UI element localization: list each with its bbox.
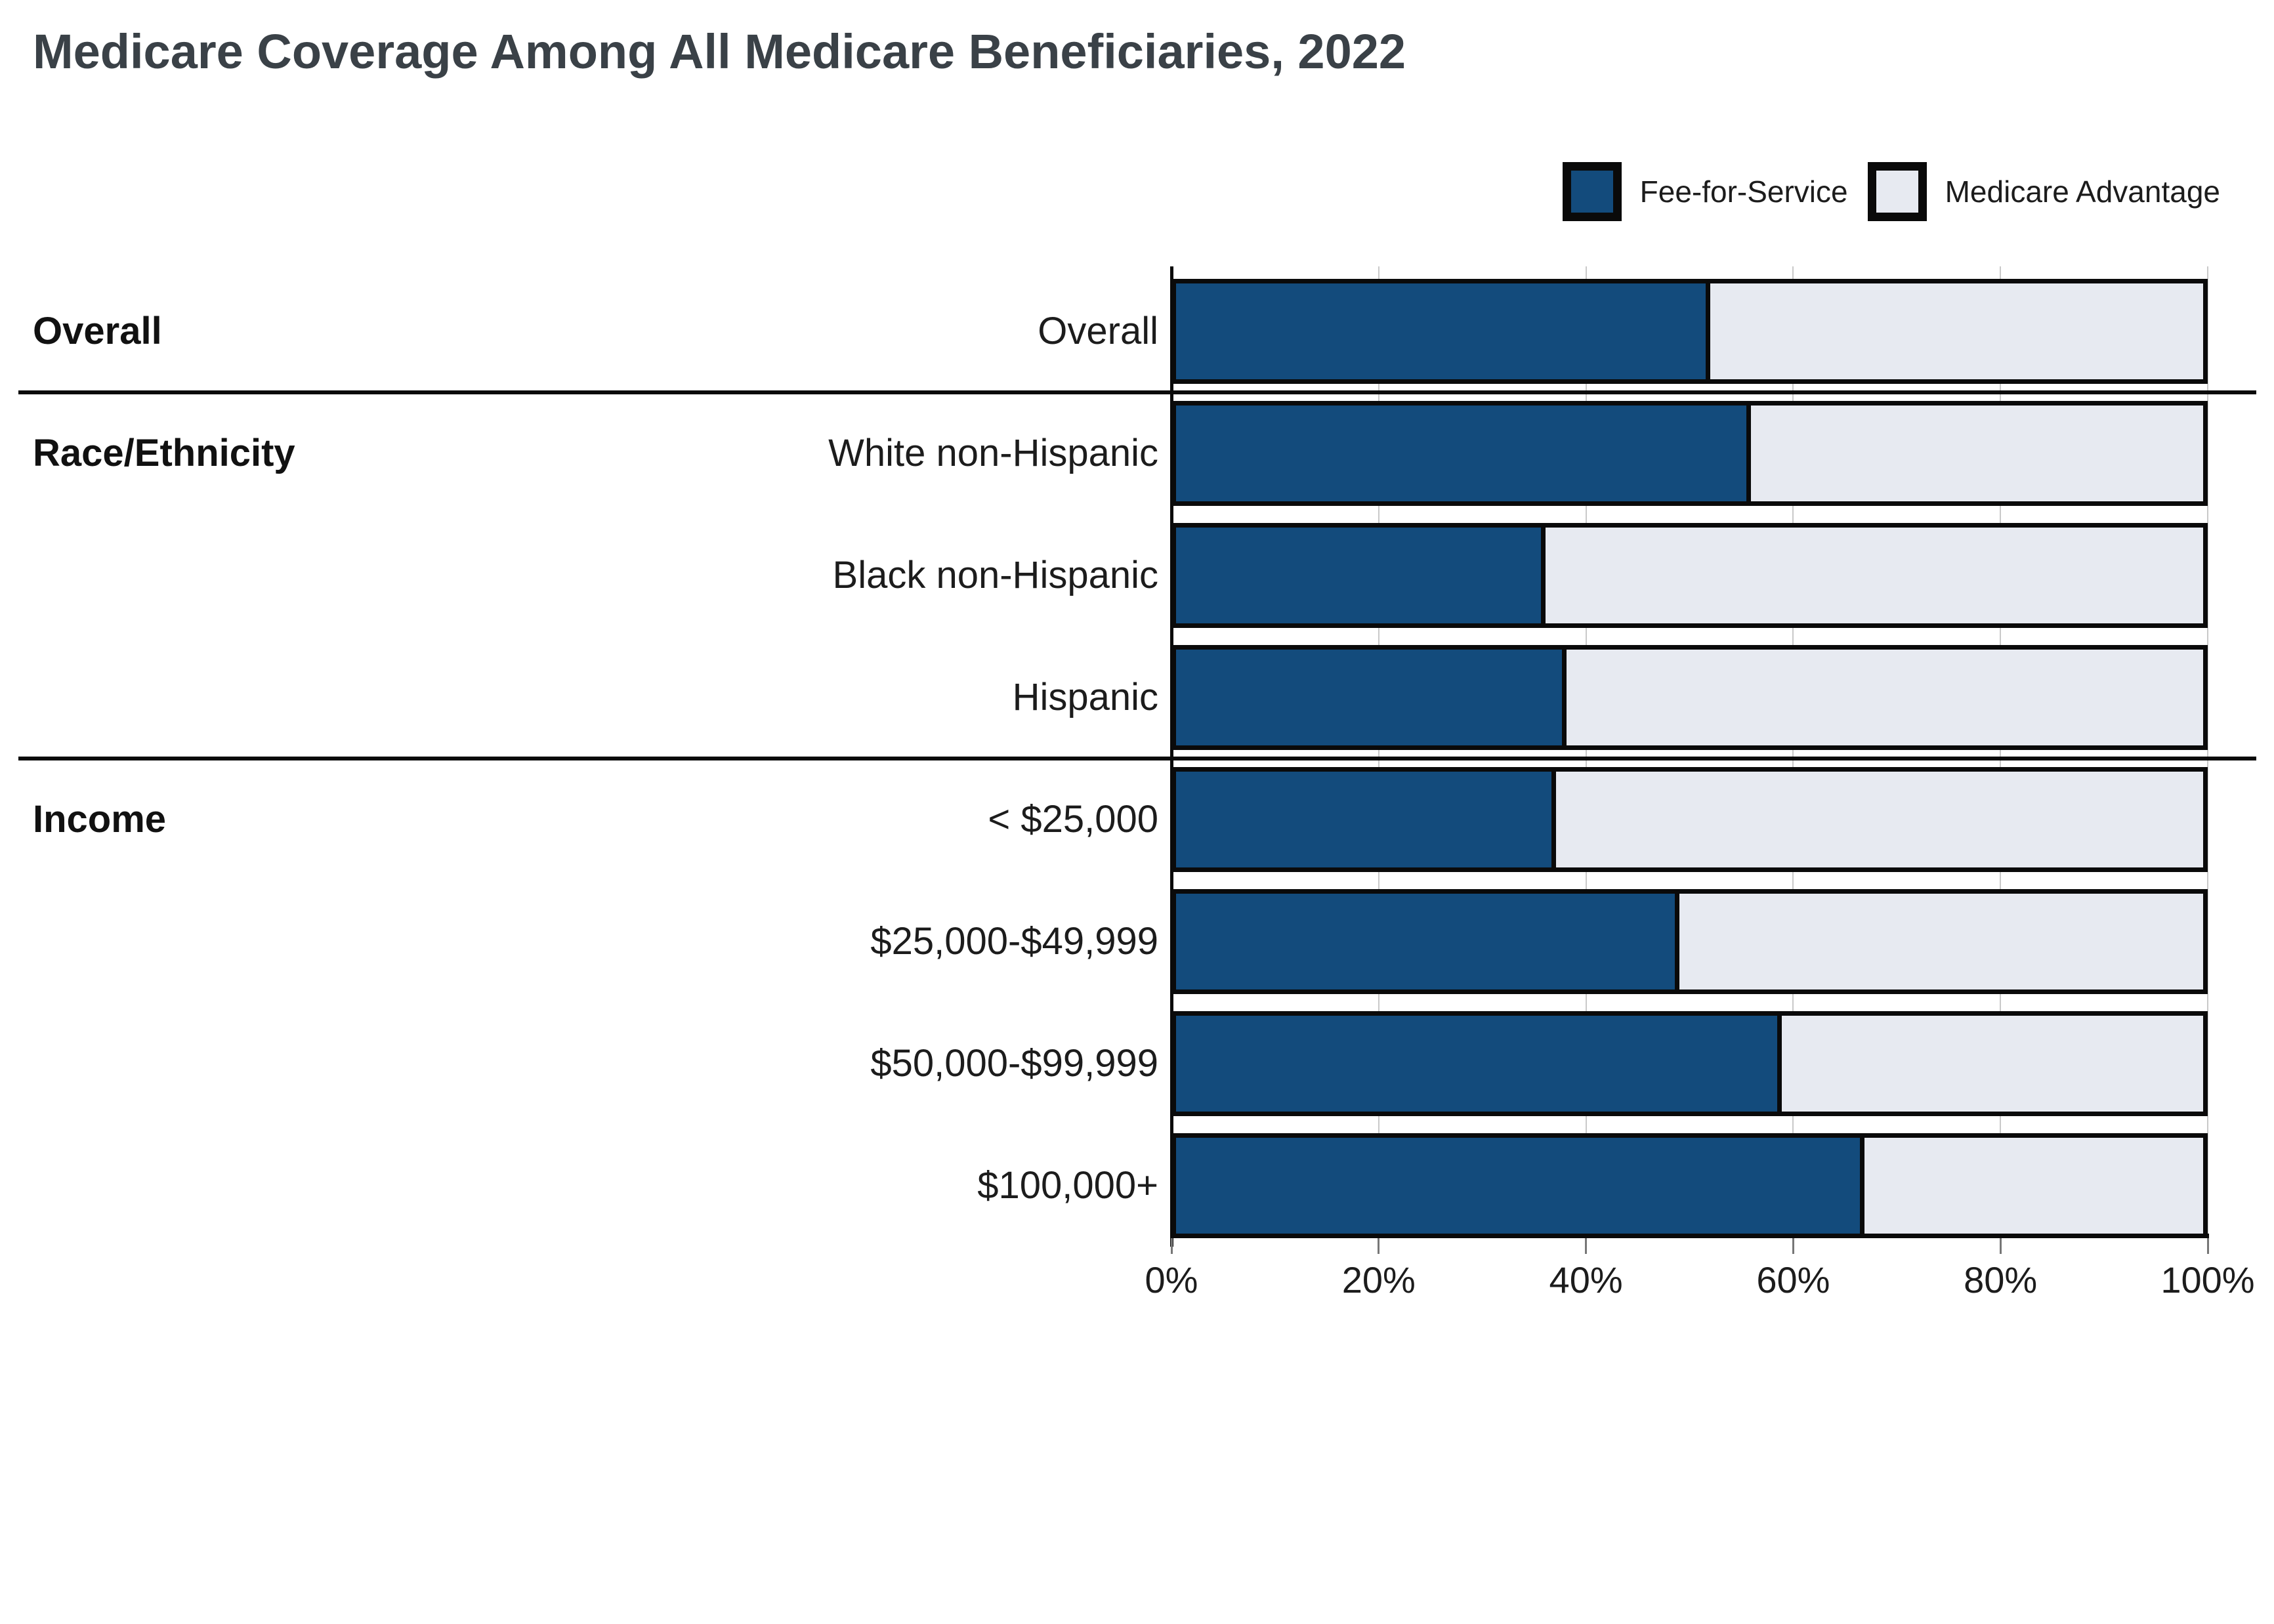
bar-6	[1171, 889, 2208, 994]
bar-8	[1171, 1133, 2208, 1238]
bar-row-label: Black non-Hispanic	[832, 554, 1158, 596]
bar-7	[1171, 1011, 2208, 1116]
fee-for-service-segment	[1176, 772, 1557, 867]
bar-4	[1171, 645, 2208, 750]
x-axis-tick-label: 60%	[1756, 1259, 1830, 1301]
x-axis-tick-label: 80%	[1964, 1259, 2038, 1301]
bar-row-label: < $25,000	[988, 798, 1158, 841]
fee-for-service-swatch-icon	[1562, 162, 1622, 221]
bar-row-label: Hispanic	[1012, 676, 1158, 718]
x-axis-tick-label: 0%	[1145, 1259, 1198, 1301]
x-axis-tick-label: 20%	[1341, 1259, 1416, 1301]
x-axis-tick-label: 100%	[2160, 1259, 2255, 1301]
group-separator	[18, 390, 2256, 394]
medicare-advantage-swatch-icon	[1867, 162, 1927, 221]
bar-3	[1171, 523, 2208, 628]
bar-row-label: White non-Hispanic	[828, 432, 1158, 474]
fee-for-service-segment	[1176, 406, 1752, 501]
fee-for-service-segment	[1176, 283, 1710, 379]
legend-label: Medicare Advantage	[1945, 175, 2220, 209]
legend-item-fee-for-service: Fee-for-Service	[1562, 162, 1848, 221]
fee-for-service-segment	[1176, 1138, 1864, 1234]
x-axis-line	[1171, 1234, 2209, 1238]
fee-for-service-segment	[1176, 528, 1546, 623]
bar-row-label: $25,000-$49,999	[870, 920, 1158, 963]
group-separator	[18, 757, 2256, 760]
x-axis-tick	[1585, 1238, 1588, 1254]
bar-2	[1171, 401, 2208, 506]
fee-for-service-segment	[1176, 1016, 1782, 1112]
legend-label: Fee-for-Service	[1639, 175, 1848, 209]
legend: Fee-for-Service Medicare Advantage	[1562, 160, 2220, 223]
bar-row-label: Overall	[1038, 310, 1158, 352]
bar-1	[1171, 279, 2208, 384]
bar-row-label: $50,000-$99,999	[870, 1042, 1158, 1085]
x-axis-tick	[1792, 1238, 1794, 1254]
fee-for-service-segment	[1176, 894, 1679, 989]
group-label-income: Income	[33, 798, 167, 841]
x-axis-tick	[1999, 1238, 2002, 1254]
group-label-overall: Overall	[33, 310, 162, 352]
bar-5	[1171, 767, 2208, 872]
group-label-race-ethnicity: Race/Ethnicity	[33, 432, 295, 474]
x-axis-tick	[1378, 1238, 1380, 1254]
x-axis-tick	[2206, 1238, 2209, 1254]
legend-item-medicare-advantage: Medicare Advantage	[1867, 162, 2220, 221]
bar-row-label: $100,000+	[977, 1164, 1158, 1207]
fee-for-service-segment	[1176, 650, 1567, 745]
x-axis-tick	[1170, 1238, 1173, 1254]
x-axis-tick-label: 40%	[1549, 1259, 1623, 1301]
chart-title: Medicare Coverage Among All Medicare Ben…	[33, 24, 1406, 79]
